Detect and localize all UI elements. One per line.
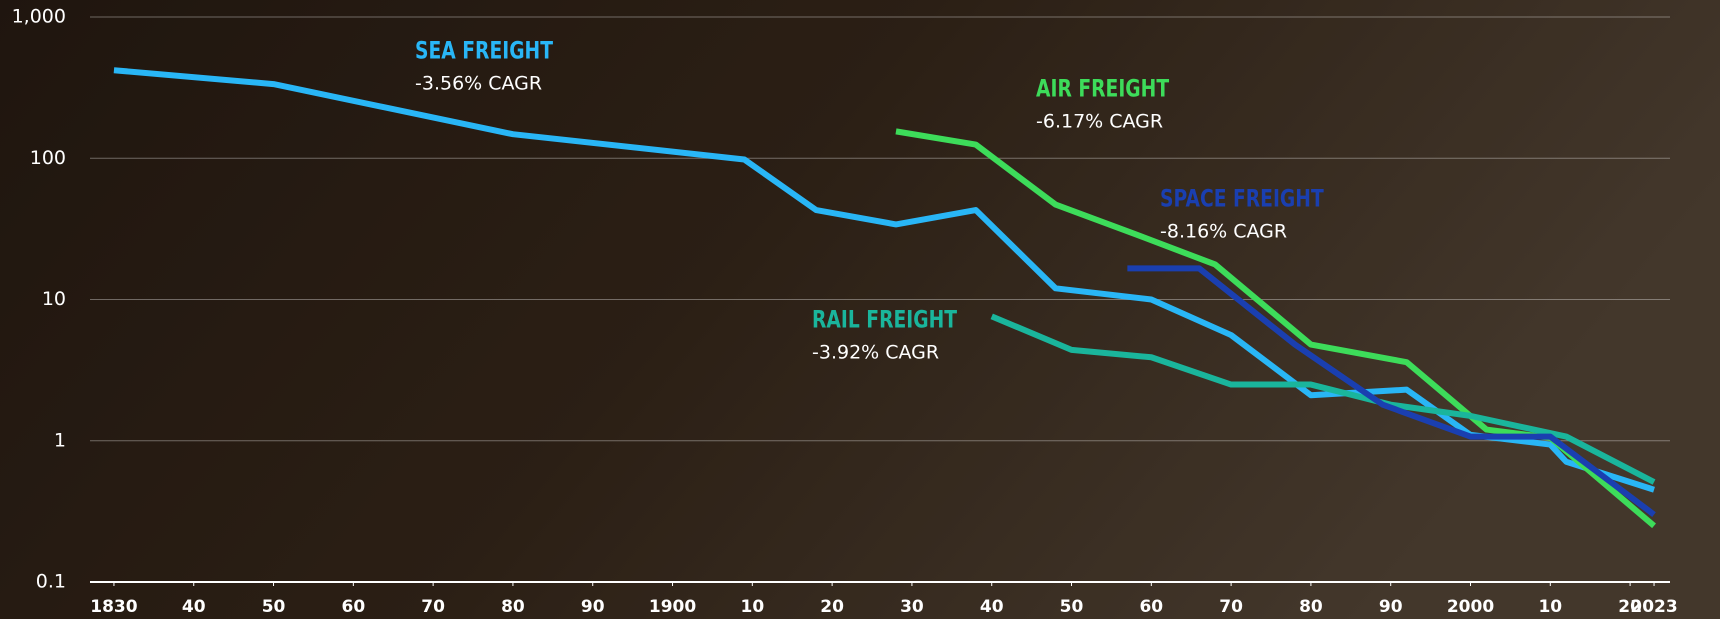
x-tick-label: 2023 [1630,597,1677,617]
x-tick-label: 60 [1139,597,1163,617]
y-tick-label: 0.1 [36,571,66,593]
x-tick-label: 20 [820,597,844,617]
x-tick-label: 70 [421,597,445,617]
x-tick-label: 60 [341,597,365,617]
series-label: AIR FREIGHT [1036,76,1169,104]
x-tick-label: 80 [501,597,525,617]
x-tick-label: 90 [581,597,605,617]
series-label: RAIL FREIGHT [812,307,957,335]
x-tick-label: 2000 [1447,597,1494,617]
x-tick-label: 70 [1219,597,1243,617]
x-tick-label: 80 [1299,597,1323,617]
x-tick-label: 40 [182,597,206,617]
x-tick-label: 20 [1618,597,1642,617]
y-tick-label: 100 [30,147,66,169]
series-line [1127,265,1656,518]
x-tick-label: 1830 [90,597,137,617]
series-line [113,67,1655,493]
y-tick-label: 1 [54,429,66,451]
x-tick-label: 40 [980,597,1004,617]
series-label: SPACE FREIGHT [1160,186,1324,214]
x-tick-label: 1900 [649,597,696,617]
series-annotation: -3.92% CAGR [812,342,939,364]
x-tick-label: 30 [900,597,924,617]
y-tick-label: 10 [42,288,66,310]
series-annotation: -6.17% CAGR [1036,111,1163,133]
series-annotation: -8.16% CAGR [1160,221,1287,243]
series-label: SEA FREIGHT [415,38,553,66]
x-tick-label: 50 [1060,597,1084,617]
x-tick-label: 90 [1379,597,1403,617]
x-tick-label: 10 [740,597,764,617]
series-line [990,313,1656,485]
y-tick-label: 1,000 [12,6,66,28]
x-tick-label: 50 [262,597,286,617]
x-tick-label: 10 [1538,597,1562,617]
series-annotation: -3.56% CAGR [415,73,542,95]
